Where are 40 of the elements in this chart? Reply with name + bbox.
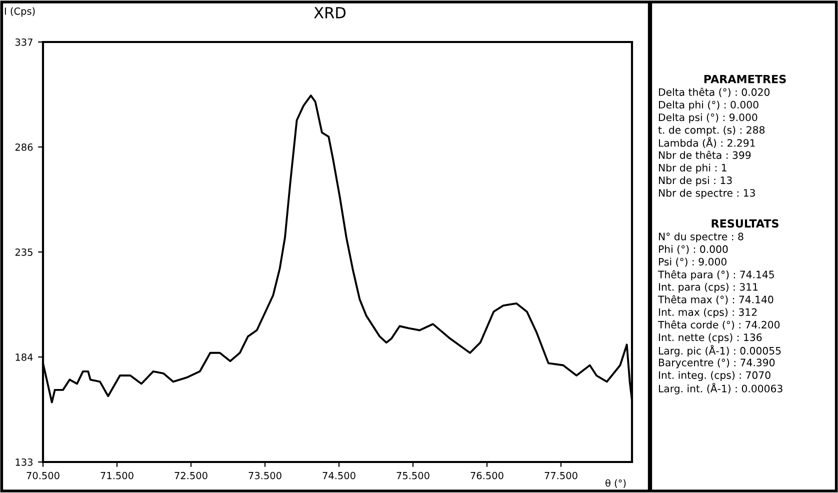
x-tick-label: 71.500 [100,472,134,480]
x-axis-title: θ (°) [606,479,626,488]
x-tick-label: 74.500 [322,472,356,480]
text: t. de compt. (s) : 288 [658,126,765,136]
x-tick-label: 72.500 [174,472,208,480]
text: Thêta max (°) : 74.140 [658,295,774,305]
text: Lambda (Å) : 2.291 [658,137,755,148]
text: Delta thêta (°) : 0.020 [658,88,770,98]
text: Larg. pic (Å-1) : 0.00055 [658,345,781,357]
text: Thêta para (°) : 74.145 [658,270,774,280]
x-tick-label: 73.500 [248,472,282,480]
x-tick-label: 77.500 [544,472,578,480]
x-tick-label: 70.500 [26,472,60,480]
y-tick-label: 286 [15,143,33,151]
y-tick-label: 133 [16,458,32,466]
text: Nbr de thêta : 399 [658,150,751,159]
text: Larg. int. (Å-1) : 0.00063 [658,382,782,394]
text: Nbr de psi : 13 [658,176,732,186]
text: Int. integ. (cps) : 7070 [658,371,770,381]
text: Psi (°) : 9.000 [658,258,726,267]
x-tick-label: 76.500 [470,472,504,480]
x-tick-label: 75.500 [396,472,430,480]
text: Delta psi (°) : 9.000 [658,113,758,124]
text: Nbr de phi : 1 [658,164,726,174]
text: PARAMETRES [704,74,786,84]
text: Int. nette (cps) : 136 [658,333,762,344]
text: Phi (°) : 0.000 [658,245,728,254]
text: Thêta corde (°) : 74.200 [658,320,780,330]
text: Int. para (cps) : 311 [658,282,758,293]
text: Int. max (cps) : 312 [658,308,757,318]
y-tick-label: 337 [15,38,32,46]
y-tick-label: 184 [16,353,33,361]
text: RESULTATS [712,219,778,228]
y-tick-label: 235 [15,248,32,256]
text: Nbr de spectre : 13 [658,188,755,199]
text: Barycentre (°) : 74.390 [658,358,775,368]
text: Delta phi (°) : 0.000 [658,100,758,111]
y-axis-title: I (Cps) [4,7,35,17]
chart-title: XRD [314,7,346,18]
text: N° du spectre : 8 [658,232,744,242]
